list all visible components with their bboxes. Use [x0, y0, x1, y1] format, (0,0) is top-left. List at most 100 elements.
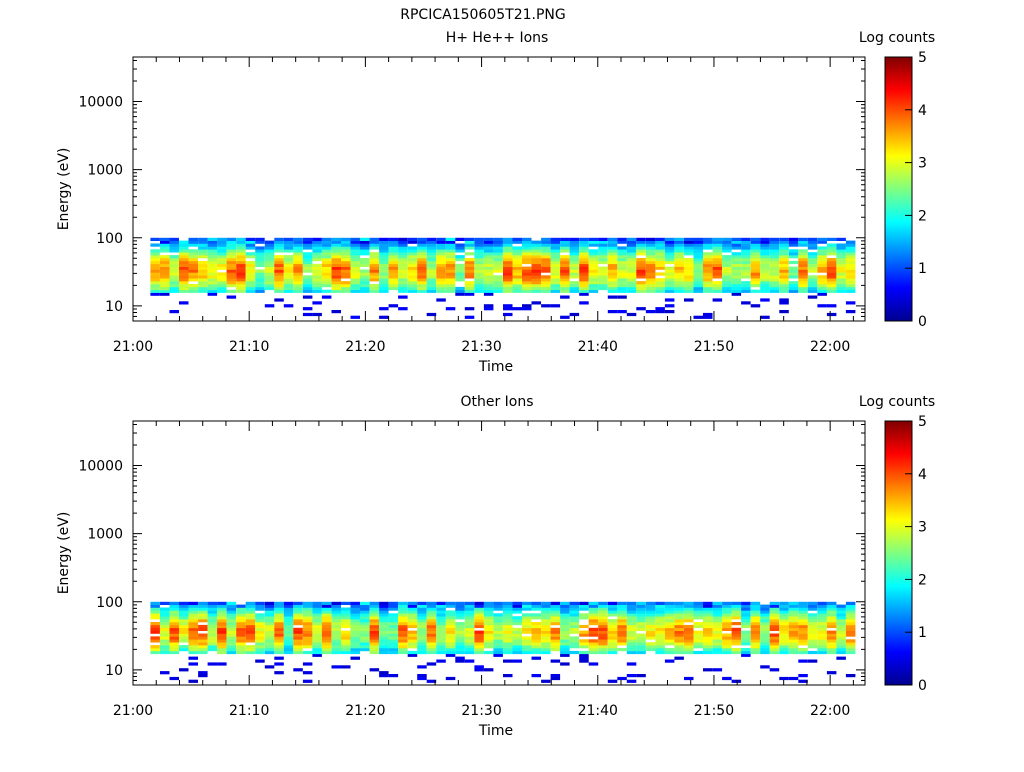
spectrogram-cell — [607, 622, 618, 626]
spectrogram-cell — [264, 627, 275, 631]
spectrogram-cell — [664, 627, 675, 631]
spectrogram-cell — [779, 286, 789, 291]
spectrogram-cell — [798, 243, 808, 247]
spectrogram-cell — [541, 278, 551, 282]
spectrogram-cell — [826, 263, 837, 267]
spectrogram-cell — [817, 613, 827, 617]
spectrogram-cell — [588, 269, 599, 273]
spectrogram-cell — [550, 284, 561, 288]
spectrogram-cell — [379, 269, 389, 273]
spectrogram-cell — [722, 246, 732, 250]
spectrogram-cell — [588, 255, 599, 259]
spectrogram-cell — [512, 604, 522, 608]
spectrogram-cell — [541, 284, 551, 288]
spectrogram-cell — [350, 249, 360, 253]
spectrogram-cell — [283, 240, 294, 244]
spectrogram-cell — [388, 237, 399, 241]
spectrogram-cell — [598, 616, 608, 620]
spectrogram-cell — [579, 604, 589, 608]
spectrogram-cell — [188, 622, 198, 626]
spectrogram-cell — [769, 624, 780, 629]
spectrogram-cell — [588, 258, 599, 262]
spectrogram-cell — [826, 269, 837, 273]
spectrogram-cell — [417, 619, 427, 623]
spectrogram-cell — [569, 275, 580, 279]
spectrogram-cell — [331, 642, 341, 646]
spectrogram-cell — [379, 307, 389, 311]
spectrogram-cell — [207, 662, 218, 666]
spectrogram-cell — [817, 636, 827, 640]
spectrogram-cell — [455, 624, 465, 629]
spectrogram-cell — [331, 263, 341, 267]
spectrogram-cell — [731, 642, 742, 646]
spectrogram-cell — [769, 610, 780, 614]
spectrogram-cell — [503, 284, 513, 288]
spectrogram-cell — [483, 624, 494, 629]
plot-frame — [132, 420, 866, 686]
spectrogram-cell — [226, 624, 237, 629]
spectrogram-cell — [283, 642, 294, 646]
spectrogram-cell — [836, 656, 846, 660]
spectrogram-cell — [845, 252, 856, 256]
spectrogram-cell — [245, 613, 256, 617]
spectrogram-cell — [760, 266, 770, 270]
spectrogram-cell — [341, 645, 351, 649]
spectrogram-cell — [579, 653, 589, 657]
spectrogram-cell — [798, 619, 808, 623]
spectrogram-cell — [483, 246, 494, 250]
spectrogram-cell — [798, 286, 808, 291]
spectrogram-cell — [379, 619, 389, 623]
spectrogram-cell — [512, 601, 522, 605]
spectrogram-cell — [169, 639, 179, 643]
spectrogram-cell — [522, 243, 532, 247]
spectrogram-cell — [379, 630, 389, 634]
spectrogram-cell — [826, 237, 837, 241]
spectrogram-cell — [531, 246, 541, 250]
spectrogram-cell — [607, 679, 618, 683]
spectrogram-cell — [207, 252, 218, 256]
spectrogram-cell — [483, 636, 494, 640]
spectrogram-cell — [350, 619, 360, 623]
spectrogram-cell — [522, 627, 532, 631]
spectrogram-cell — [274, 671, 284, 675]
spectrogram-cell — [445, 255, 456, 259]
spectrogram-cell — [369, 252, 380, 256]
spectrogram-cell — [560, 272, 570, 276]
spectrogram-cell — [369, 601, 380, 605]
spectrogram-cell — [207, 263, 218, 267]
spectrogram-cell — [407, 642, 418, 646]
spectrogram-cell — [626, 240, 637, 244]
spectrogram-cell — [179, 601, 189, 605]
spectrogram-cell — [579, 639, 589, 643]
spectrogram-cell — [445, 260, 456, 265]
spectrogram-cell — [541, 237, 551, 241]
spectrogram-cell — [226, 616, 237, 620]
spectrogram-cell — [379, 249, 389, 253]
spectrogram-cell — [588, 627, 599, 631]
spectrogram-cell — [826, 278, 837, 282]
spectrogram-cell — [750, 622, 761, 626]
spectrogram-cell — [341, 263, 351, 267]
spectrogram-cell — [531, 648, 541, 652]
spectrogram-cell — [703, 284, 713, 288]
spectrogram-cell — [226, 263, 237, 267]
spectrogram-cell — [503, 275, 513, 279]
spectrogram-cell — [483, 601, 494, 605]
spectrogram-cell — [426, 610, 437, 614]
spectrogram-cell — [741, 272, 751, 276]
spectrogram-cell — [226, 645, 237, 649]
spectrogram-cell — [788, 284, 799, 288]
spectrogram-cell — [407, 240, 418, 244]
spectrogram-cell — [779, 266, 789, 270]
spectrogram-cell — [788, 286, 799, 291]
spectrogram-cell — [207, 613, 218, 617]
spectrogram-cell — [198, 278, 208, 282]
spectrogram-cell — [198, 266, 208, 270]
spectrogram-cell — [674, 289, 684, 293]
spectrogram-cell — [684, 648, 694, 652]
spectrogram-cell — [160, 645, 170, 649]
spectrogram-cell — [426, 627, 437, 631]
spectrogram-cell — [712, 668, 723, 672]
spectrogram-cell — [712, 627, 723, 631]
